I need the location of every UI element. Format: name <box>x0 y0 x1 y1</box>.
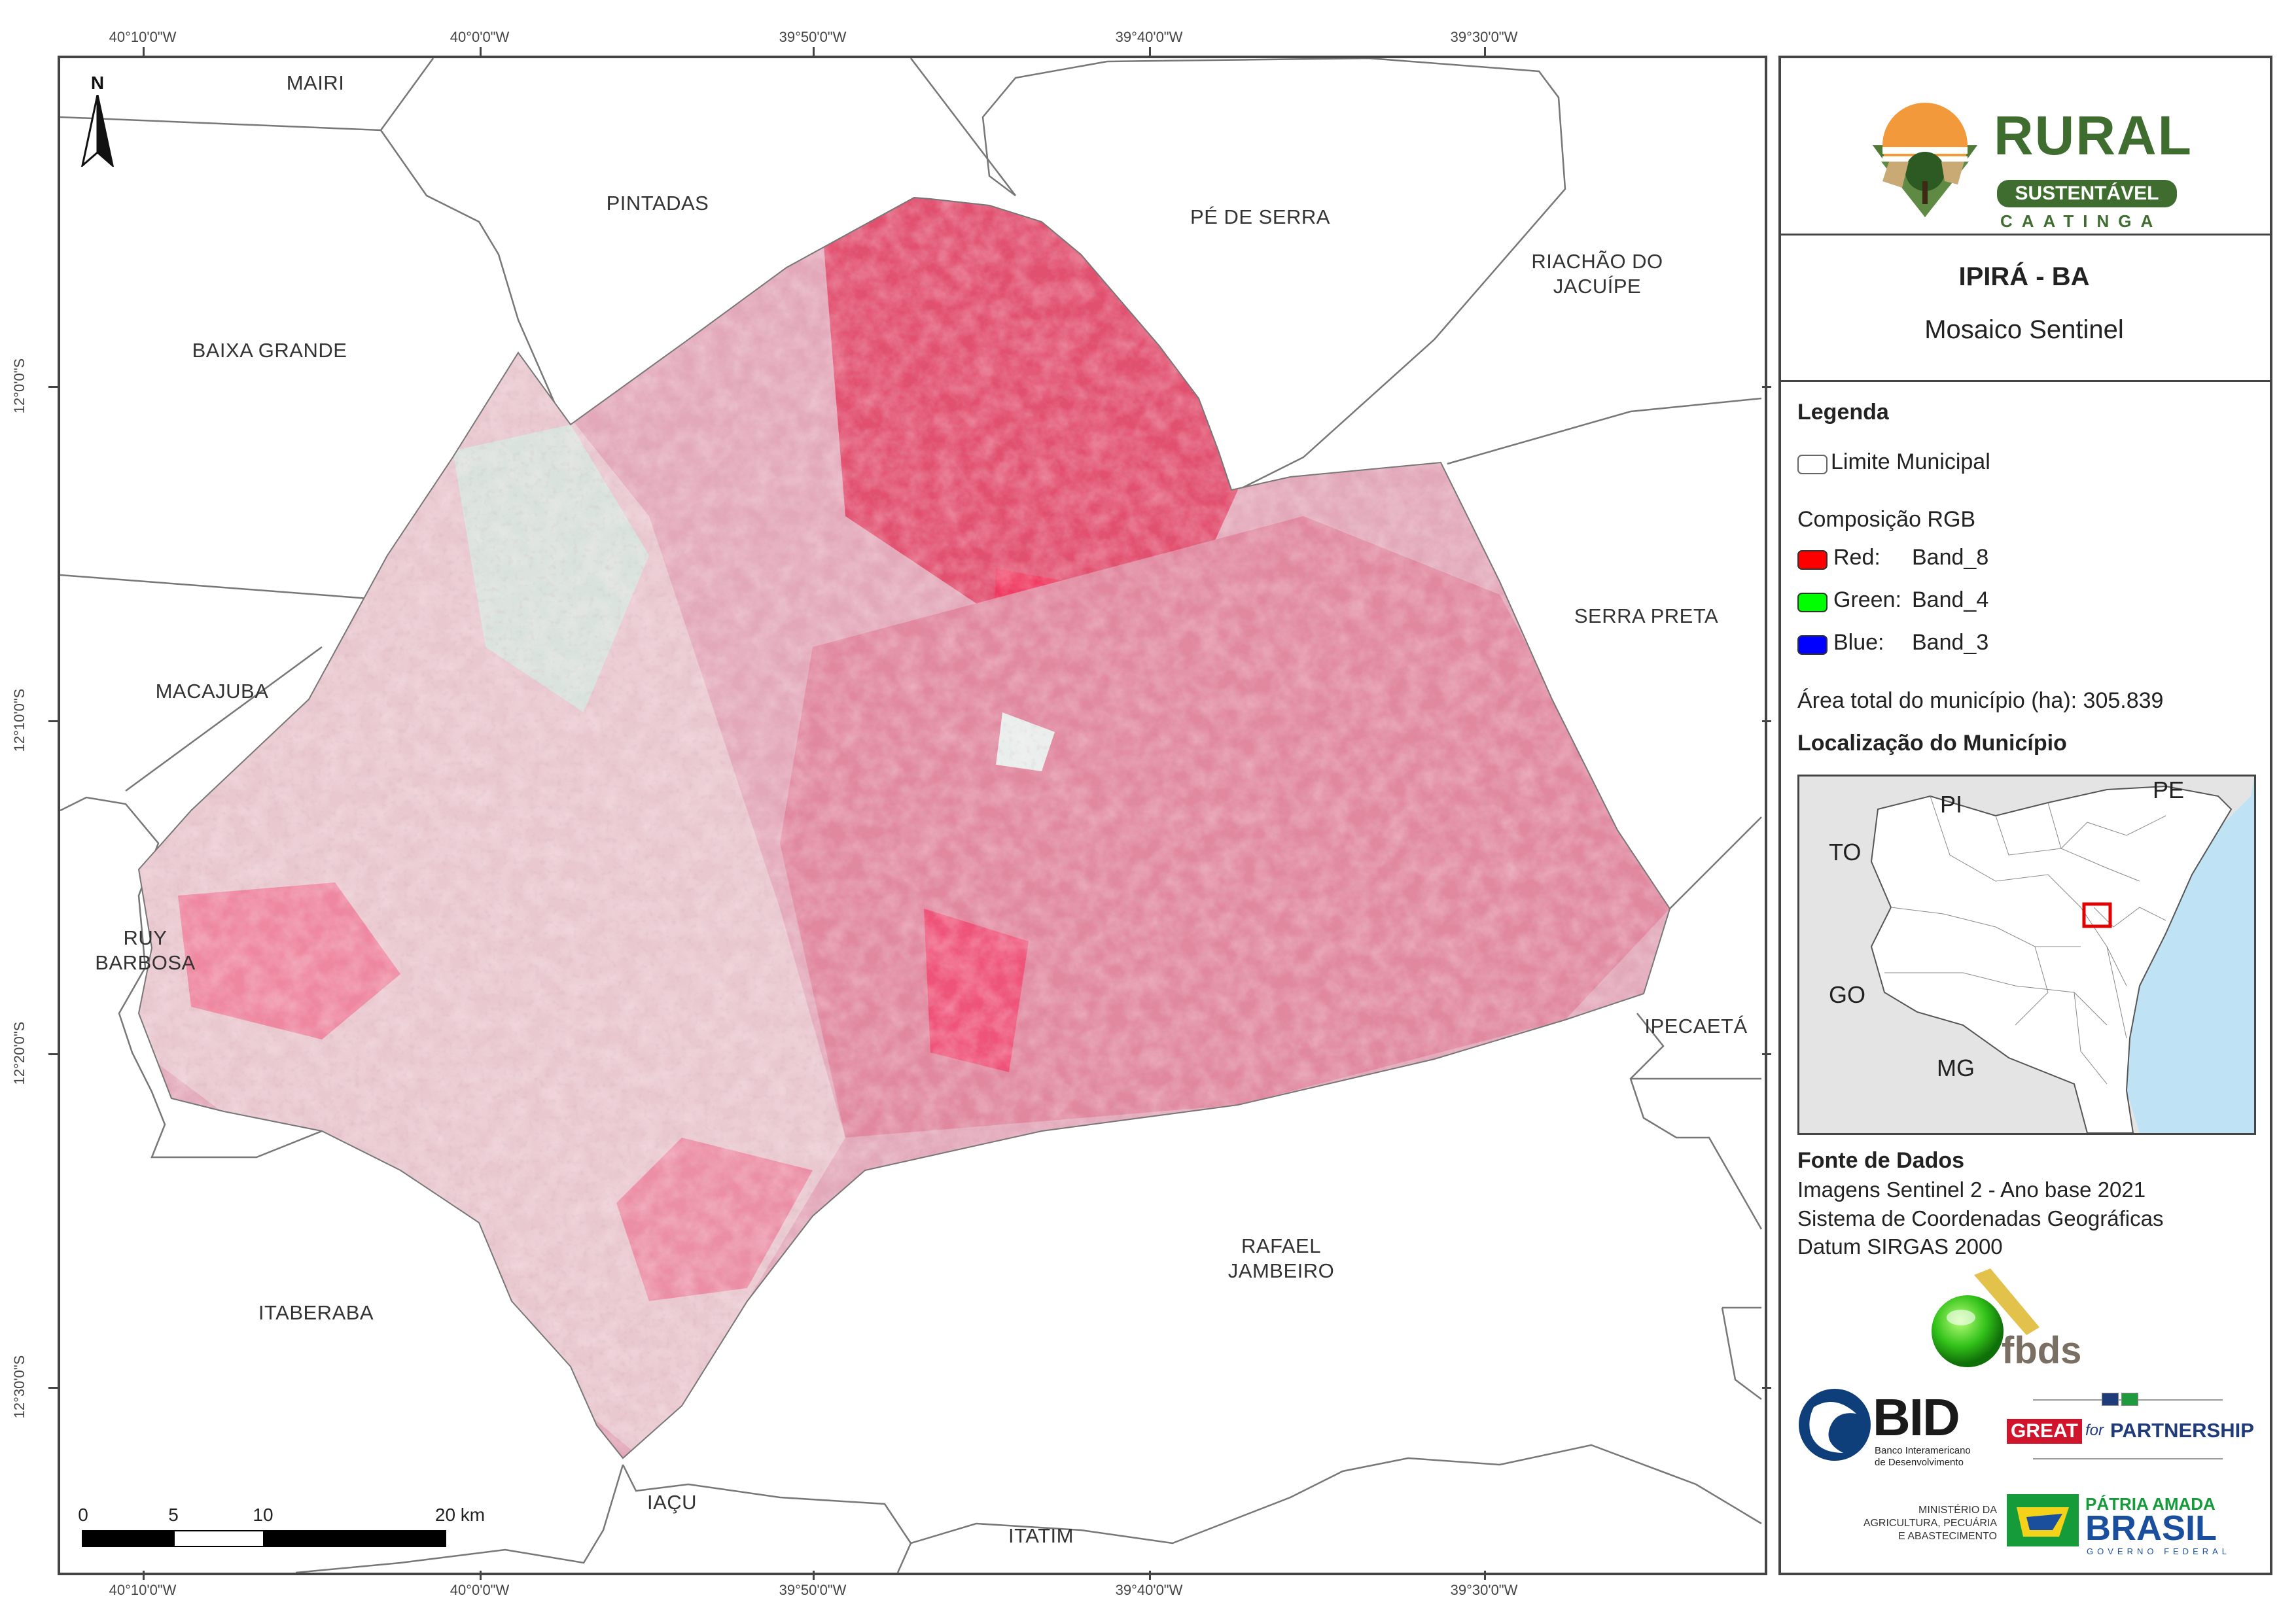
great-text: GREAT <box>2007 1419 2082 1444</box>
map-title: IPIRÁ - BA <box>1958 262 2090 291</box>
coord-top-5: 39°30'0"W <box>1450 29 1518 45</box>
logo-rural-text: RURAL <box>1994 105 2193 166</box>
north-arrow-shape <box>81 95 114 167</box>
inset-map-shape <box>1870 777 2254 1133</box>
source-line-3: Datum SIRGAS 2000 <box>1797 1234 2003 1259</box>
inset-label-pe: PE <box>2153 777 2185 803</box>
legend-red-band: Band_8 <box>1912 545 1989 570</box>
brazil-flag-icon <box>2121 1393 2138 1406</box>
ministerio-logo: MINISTÉRIO DA AGRICULTURA, PECUÁRIA E AB… <box>1863 1505 1997 1542</box>
legend-red-swatch <box>1797 550 1828 570</box>
coord-left-4: 12°30'0"S <box>11 1355 27 1419</box>
legend-blue-band: Band_3 <box>1912 630 1989 655</box>
label-itaberaba: ITABERABA <box>258 1301 374 1324</box>
inset-label-mg: MG <box>1937 1055 1975 1081</box>
map-subtitle: Mosaico Sentinel <box>1924 315 2124 344</box>
bid-sub-2: de Desenvolvimento <box>1875 1457 1964 1468</box>
label-macajuba: MACAJUBA <box>155 680 269 703</box>
label-ipecaeta: IPECAETÁ <box>1644 1015 1748 1038</box>
great-for-text: for <box>2085 1422 2104 1439</box>
label-ruy-barbosa: RUY BARBOSA <box>95 926 196 974</box>
bid-logo: BID Banco Interamericano de Desenvolvime… <box>1797 1387 1994 1468</box>
coord-bottom-2: 40°0'0"W <box>450 1582 510 1598</box>
fbds-logo-icon <box>1932 1268 2040 1367</box>
legend-green-channel: Green: <box>1833 587 1901 612</box>
label-baixa-grande: BAIXA GRANDE <box>192 339 347 362</box>
coord-bottom-5: 39°30'0"W <box>1450 1582 1518 1598</box>
label-riachao-do-jacuipe: RIACHÃO DO JACUÍPE <box>1531 250 1663 298</box>
satellite-map[interactable] <box>60 58 1765 1573</box>
patria-amada-text: PÁTRIA AMADA <box>2085 1494 2216 1514</box>
partnership-text: PARTNERSHIP <box>2110 1419 2254 1442</box>
scale-label-5: 5 <box>168 1505 179 1525</box>
scale-label-0: 0 <box>78 1505 88 1525</box>
label-rafael-jambeiro: RAFAEL JAMBEIRO <box>1227 1234 1335 1282</box>
label-itatim: ITATIM <box>1008 1524 1074 1547</box>
legend-rgb-heading: Composição RGB <box>1797 507 1976 532</box>
bid-sub-1: Banco Interamericano <box>1875 1445 1971 1456</box>
legend-blue-swatch <box>1797 635 1828 655</box>
sources-heading: Fonte de Dados <box>1797 1148 1965 1173</box>
location-inset-map[interactable]: PI PE TO GO MG <box>1797 775 2256 1135</box>
scale-bar: 0 5 10 20 km <box>78 1505 485 1557</box>
bid-logo-icon <box>1799 1389 1871 1461</box>
patria-amada-brasil-logo: PÁTRIA AMADA BRASIL GOVERNO FEDERAL <box>2007 1494 2255 1556</box>
scale-label-10: 10 <box>253 1505 274 1525</box>
area-total-text: Área total do município (ha): 305.839 <box>1797 688 2164 713</box>
logo-sustentavel-text: SUSTENTÁVEL <box>1997 180 2177 207</box>
coord-left-1: 12°0'0"S <box>11 358 27 414</box>
legend-green-swatch <box>1797 593 1828 612</box>
north-label: N <box>90 73 105 93</box>
bid-text: BID <box>1873 1388 1960 1446</box>
legend-green-band: Band_4 <box>1912 587 1989 612</box>
coord-bottom-4: 39°40'0"W <box>1115 1582 1183 1598</box>
brasil-flag-icon <box>2007 1494 2079 1546</box>
coord-top-2: 40°0'0"W <box>450 29 510 45</box>
coord-left-3: 12°20'0"S <box>11 1021 27 1085</box>
governo-federal-text: GOVERNO FEDERAL <box>2087 1546 2231 1556</box>
fbds-text: fbds <box>2002 1329 2082 1372</box>
ipira-mosaic <box>139 198 1670 1458</box>
legend-heading: Legenda <box>1797 400 1889 425</box>
rural-logo-icon <box>1873 103 1977 217</box>
source-line-2: Sistema de Coordenadas Geográficas <box>1797 1206 2164 1230</box>
north-arrow-icon: N <box>75 73 120 167</box>
rural-sustentavel-logo: RURAL SUSTENTÁVEL CAATINGA <box>1863 96 2203 231</box>
great-partnership-logo: GREAT for PARTNERSHIP <box>2007 1393 2255 1465</box>
label-serra-preta: SERRA PRETA <box>1574 604 1719 627</box>
fbds-logo: fbds <box>1928 1268 2098 1373</box>
coord-bottom-3: 39°50'0"W <box>779 1582 847 1598</box>
label-iacu: IAÇU <box>646 1491 698 1514</box>
coord-left-2: 12°10'0"S <box>11 688 27 752</box>
coord-bottom-1: 40°10'0"W <box>109 1582 177 1598</box>
side-panel: RURAL SUSTENTÁVEL CAATINGA IPIRÁ - BA Mo… <box>1778 56 2272 1575</box>
ipira-boundary <box>137 196 1671 1459</box>
legend-blue-channel: Blue: <box>1833 630 1884 655</box>
inset-label-go: GO <box>1829 981 1866 1008</box>
uk-flag-icon <box>2102 1393 2119 1406</box>
location-heading: Localização do Município <box>1797 731 2067 756</box>
label-pintadas: PINTADAS <box>606 192 709 215</box>
coord-top-3: 39°50'0"W <box>779 29 847 45</box>
municipal-boundaries <box>60 58 1763 1573</box>
brasil-text: BRASIL <box>2085 1509 2217 1548</box>
source-line-1: Imagens Sentinel 2 - Ano base 2021 <box>1797 1178 2146 1202</box>
map-frame: N MAIRI PINTADAS PÉ DE SERRA RIACHÃO DO … <box>58 56 1767 1575</box>
legend-limit-swatch <box>1797 455 1828 474</box>
logo-caatinga-text: CAATINGA <box>2000 211 2163 231</box>
scale-label-20: 20 km <box>434 1505 486 1525</box>
coord-top-1: 40°10'0"W <box>109 29 177 45</box>
legend-red-channel: Red: <box>1833 545 1881 570</box>
legend-limit-label: Limite Municipal <box>1831 449 1990 474</box>
coord-top-4: 39°40'0"W <box>1115 29 1183 45</box>
label-mairi: MAIRI <box>286 71 345 94</box>
label-pe-de-serra: PÉ DE SERRA <box>1190 205 1330 228</box>
inset-label-pi: PI <box>1940 791 1963 818</box>
inset-label-to: TO <box>1829 839 1862 865</box>
